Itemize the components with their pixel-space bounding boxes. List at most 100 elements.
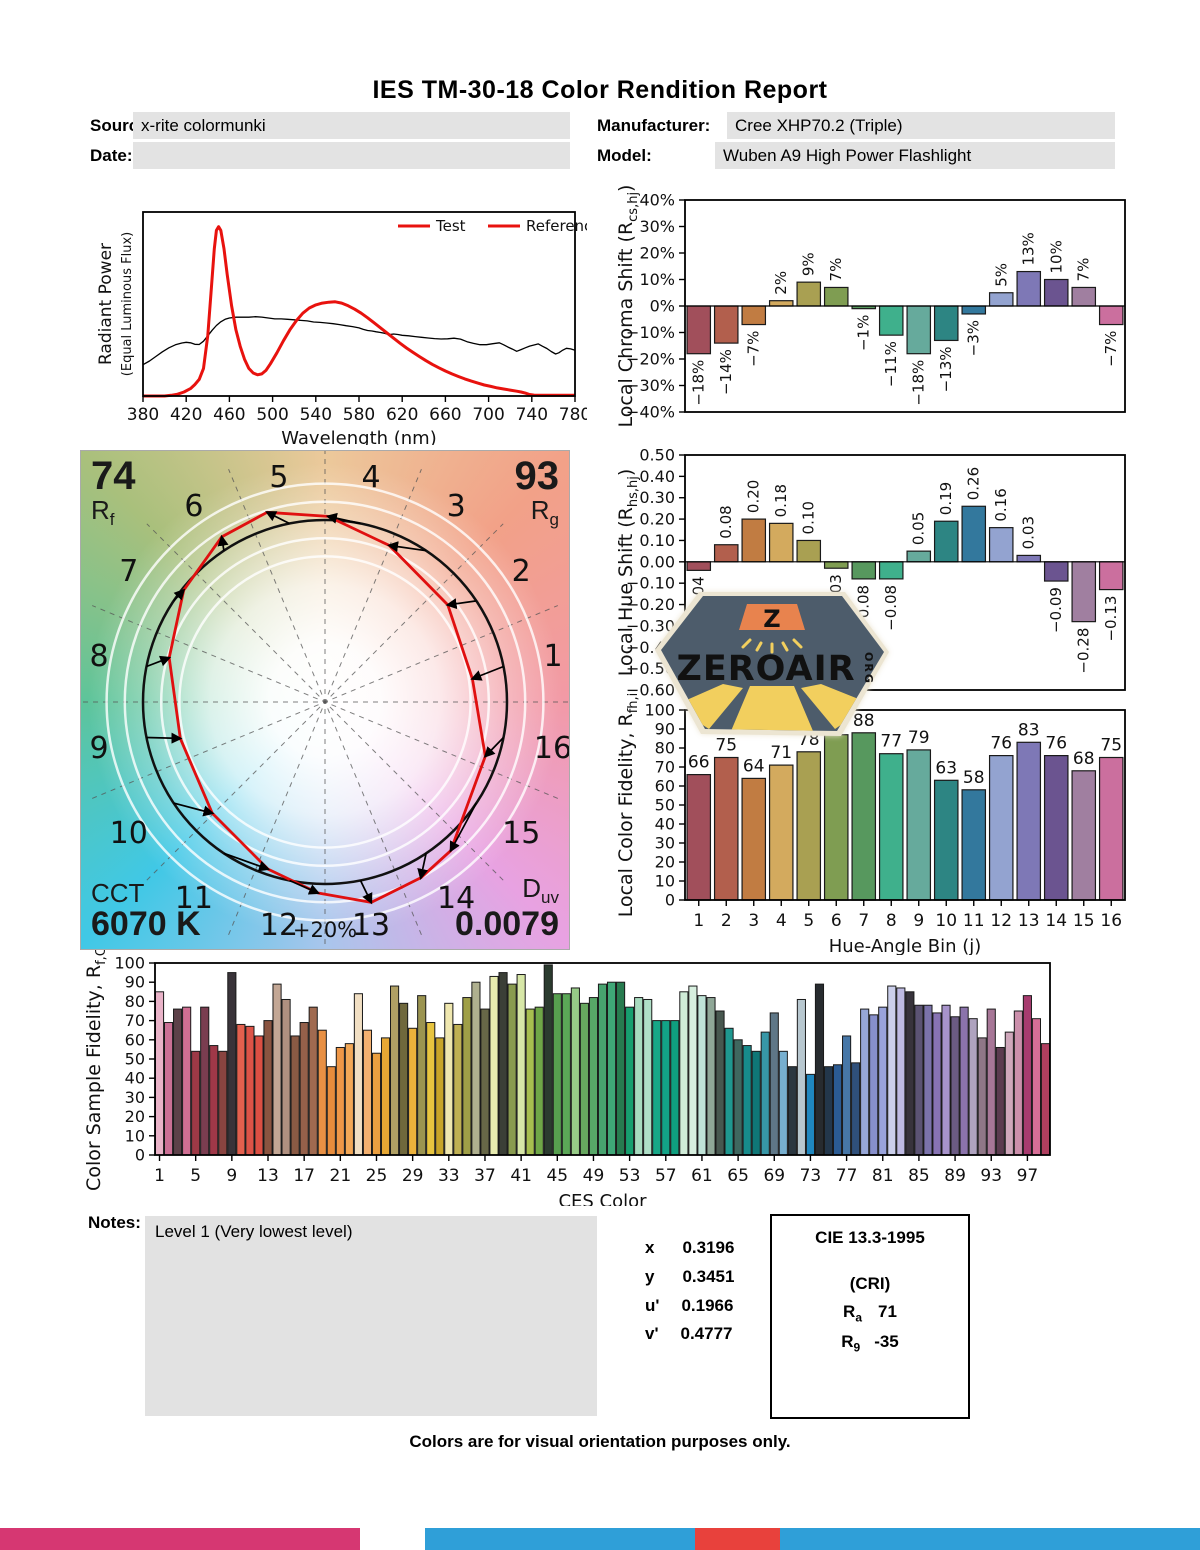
bar — [1016, 741, 1042, 901]
shift-arrow — [417, 853, 429, 880]
bar — [1004, 1031, 1014, 1156]
y-tick-label: 40 — [655, 815, 675, 834]
bar — [906, 749, 932, 901]
value-label: 66 — [688, 753, 710, 773]
bar — [371, 1052, 382, 1156]
plot-frame — [684, 709, 1126, 901]
plot-frame — [684, 454, 1126, 691]
bar — [851, 1062, 861, 1156]
value-label: 0.18 — [772, 484, 790, 517]
y-tick-label: 100 — [114, 954, 145, 973]
bar — [290, 1035, 300, 1156]
cie-title: CIE 13.3-1995 — [815, 1228, 925, 1247]
value-label: 0.08 — [717, 505, 735, 538]
value-label: 7% — [827, 258, 845, 282]
value-label: −0.09 — [1047, 587, 1065, 633]
bar — [254, 1035, 264, 1156]
bar — [851, 732, 877, 901]
bar — [860, 1008, 870, 1156]
x-tick-label: 540 — [300, 405, 332, 425]
bar — [552, 993, 562, 1156]
bar — [462, 997, 472, 1156]
shift-arrow — [445, 598, 477, 610]
rf-label: Rf — [91, 495, 115, 530]
x-tick-label: 69 — [763, 1166, 785, 1186]
bar — [686, 773, 712, 901]
bar — [1098, 561, 1124, 591]
bar — [713, 544, 739, 563]
x-axis-label: Wavelength (nm) — [281, 428, 437, 445]
bin-number: 11 — [175, 881, 213, 916]
bar — [887, 985, 897, 1156]
bar — [534, 1006, 544, 1156]
bar — [507, 983, 517, 1156]
value-label: 68 — [1073, 749, 1095, 769]
value-label: 79 — [908, 728, 930, 748]
value-label: −18% — [910, 360, 928, 406]
spd-reference-line — [142, 316, 576, 366]
x-tick-label: 25 — [366, 1166, 388, 1186]
bar — [444, 1002, 454, 1156]
x-tick-label: 45 — [546, 1166, 568, 1186]
bar — [426, 1022, 436, 1156]
bin-number: 16 — [534, 731, 569, 766]
bar — [787, 1066, 797, 1156]
bin-number: 1 — [543, 639, 562, 674]
y-tick-label: 60 — [125, 1030, 145, 1049]
bar — [1016, 554, 1042, 563]
x-tick-label: 780 — [559, 405, 587, 425]
value-label: −18% — [690, 360, 708, 406]
y-tick-label: 40 — [125, 1069, 145, 1088]
manufacturer-value-box: Cree XHP70.2 (Triple) — [727, 112, 1115, 139]
bar — [163, 1022, 174, 1156]
bar — [869, 1014, 879, 1156]
y-tick-label: −0.20 — [626, 595, 675, 614]
value-label: 2% — [772, 271, 790, 295]
bar — [832, 1064, 843, 1156]
y-tick-label: 10% — [639, 270, 675, 289]
value-label: 75 — [1100, 736, 1122, 756]
bin-number: 7 — [119, 554, 138, 589]
plot-frame — [154, 962, 1051, 1156]
bar — [516, 974, 526, 1156]
bar — [1071, 561, 1097, 623]
bar — [823, 561, 849, 569]
bar — [796, 539, 822, 563]
x-tick-label: 53 — [619, 1166, 641, 1186]
bar — [995, 1046, 1005, 1156]
y-tick-label: 50 — [125, 1050, 145, 1069]
strip-segment — [695, 1528, 780, 1550]
bar — [878, 753, 904, 901]
bar — [814, 983, 825, 1156]
y-tick-label: −30% — [626, 376, 675, 395]
y-tick-label: 60 — [655, 777, 675, 796]
x-tick-label: 61 — [691, 1166, 713, 1186]
watermark-badge: Z ZEROAIR ORG — [655, 592, 889, 736]
bar — [227, 972, 237, 1156]
x-tick-label: 4 — [776, 911, 787, 931]
x-tick-label: 13 — [257, 1166, 279, 1186]
value-label: −1% — [855, 315, 873, 351]
y-axis-label: Local Chroma Shift (Rcs,hj) — [615, 185, 641, 428]
bar — [643, 998, 653, 1156]
bin-number: 12 — [260, 908, 298, 943]
bar — [768, 300, 794, 307]
chromaticity-u: u' 0.1966 — [645, 1296, 734, 1315]
x-tick-label: 8 — [886, 911, 897, 931]
rf-score: 74 Rf — [91, 455, 136, 529]
y-tick-label: 0.40 — [639, 467, 675, 486]
rg-value: 93 — [514, 454, 560, 498]
value-label: −3% — [965, 320, 983, 356]
value-label: 76 — [1045, 734, 1067, 754]
bar — [263, 1020, 273, 1156]
rg-score: 93 Rg — [515, 455, 560, 529]
x-tick-label: 37 — [474, 1166, 496, 1186]
bar — [561, 993, 571, 1156]
bar — [390, 985, 400, 1156]
bar — [272, 983, 282, 1156]
x-tick-label: 73 — [800, 1166, 822, 1186]
bar — [896, 987, 906, 1156]
bin-number: 10 — [110, 816, 148, 851]
y-tick-label: 70 — [655, 758, 675, 777]
